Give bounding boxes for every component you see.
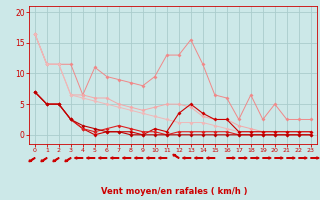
Text: Vent moyen/en rafales ( km/h ): Vent moyen/en rafales ( km/h ): [101, 187, 248, 196]
